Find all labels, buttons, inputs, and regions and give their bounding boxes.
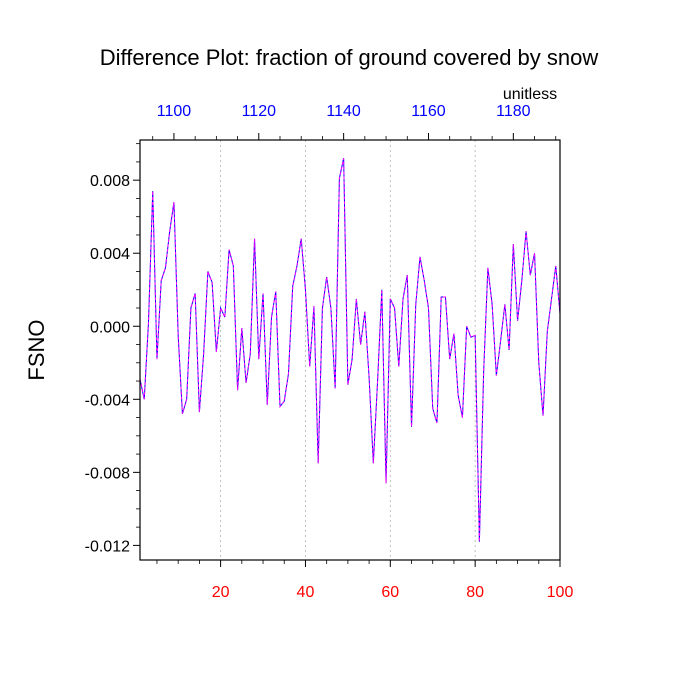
series-layer — [139, 158, 561, 542]
x-top-tick-label: 1140 — [326, 103, 361, 120]
tick-layer — [133, 133, 561, 567]
label-layer: 0.008 0.004 0.000 -0.004 -0.008 -0.012 20 40 60 8… — [85, 103, 574, 601]
x-bottom-tick-label: 40 — [297, 584, 315, 601]
x-top-tick-label: 1100 — [157, 103, 192, 120]
y-tick-label: 0.000 — [90, 319, 130, 336]
x-bottom-tick-label: 80 — [466, 584, 484, 601]
y-tick-label: -0.008 — [85, 465, 130, 482]
x-top-tick-label: 1120 — [242, 103, 277, 120]
series-line-line1 — [139, 158, 561, 542]
y-tick-label: 0.004 — [90, 246, 130, 263]
x-bottom-tick-label: 60 — [381, 584, 399, 601]
chart-title: Difference Plot: fraction of ground cove… — [100, 45, 599, 70]
y-axis-label: FSNO — [24, 319, 49, 380]
series-line-line2 — [139, 158, 561, 542]
y-tick-label: 0.008 — [90, 173, 130, 190]
x-bottom-tick-label: 20 — [212, 584, 230, 601]
y-tick-label: -0.004 — [85, 392, 130, 409]
y-tick-label: -0.012 — [85, 538, 130, 555]
x-top-tick-label: 1180 — [496, 103, 531, 120]
units-label: unitless — [503, 86, 557, 103]
x-bottom-tick-label: 100 — [547, 584, 574, 601]
plot-frame — [139, 139, 561, 561]
x-top-tick-label: 1160 — [411, 103, 446, 120]
